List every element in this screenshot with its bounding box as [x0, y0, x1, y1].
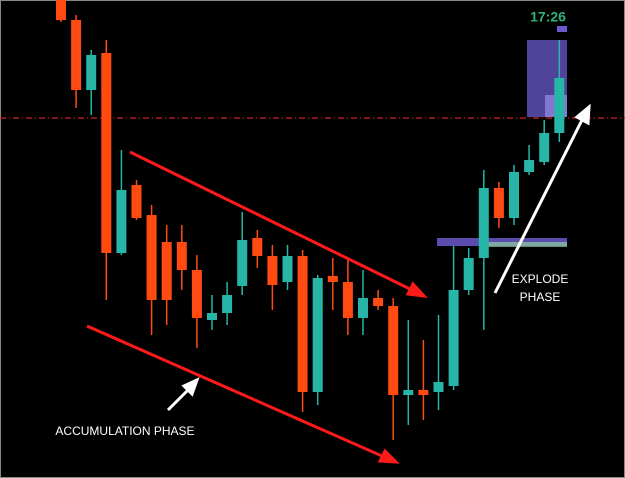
arrowhead: [574, 103, 591, 126]
annotation: ACCUMULATION PHASE: [55, 424, 194, 438]
candle-body: [373, 298, 384, 306]
candle-body: [267, 256, 278, 285]
candle-body: [71, 20, 82, 90]
candle-body: [554, 78, 565, 133]
candle-body: [176, 242, 187, 270]
candle-body: [493, 188, 504, 218]
arrowhead: [405, 281, 428, 298]
candle-body: [433, 382, 444, 392]
candle-body: [418, 390, 429, 395]
trendline: [129, 150, 413, 292]
clock: 17:26: [530, 9, 566, 25]
candle-body: [539, 133, 550, 162]
candle-body: [252, 238, 263, 256]
candle-body: [146, 215, 157, 300]
zone-box: [480, 242, 567, 247]
arrowhead: [181, 377, 200, 397]
candle-body: [131, 185, 142, 218]
candle-body: [222, 295, 233, 313]
arrow: [166, 388, 190, 412]
candle-body: [282, 256, 293, 282]
annotation: EXPLODE: [512, 272, 569, 286]
candle-body: [312, 278, 323, 392]
candle-body: [297, 256, 308, 392]
candle-body: [116, 190, 127, 253]
candle-body: [509, 172, 519, 218]
candle-body: [86, 55, 97, 90]
candle-body: [237, 240, 248, 286]
arrowhead: [377, 448, 400, 464]
candle-body: [327, 276, 338, 282]
trendline: [86, 324, 383, 458]
candles: [56, 0, 565, 440]
candle-body: [191, 270, 202, 318]
candle-body: [478, 188, 489, 258]
candle-body: [56, 0, 66, 20]
arrow: [493, 119, 584, 294]
annotation: PHASE: [520, 290, 561, 304]
candle-body: [403, 390, 414, 395]
trendlines: [86, 150, 428, 464]
candle-body: [448, 290, 459, 386]
arrows: [166, 103, 591, 412]
candle-body: [463, 258, 474, 290]
candle-body: [388, 306, 399, 395]
zone-box: [557, 26, 567, 32]
candle-body: [358, 298, 368, 318]
candle-body: [161, 242, 172, 300]
candle-body: [342, 282, 353, 318]
candle-body: [101, 53, 112, 253]
candle-body: [524, 160, 535, 172]
candle-body: [207, 313, 217, 320]
